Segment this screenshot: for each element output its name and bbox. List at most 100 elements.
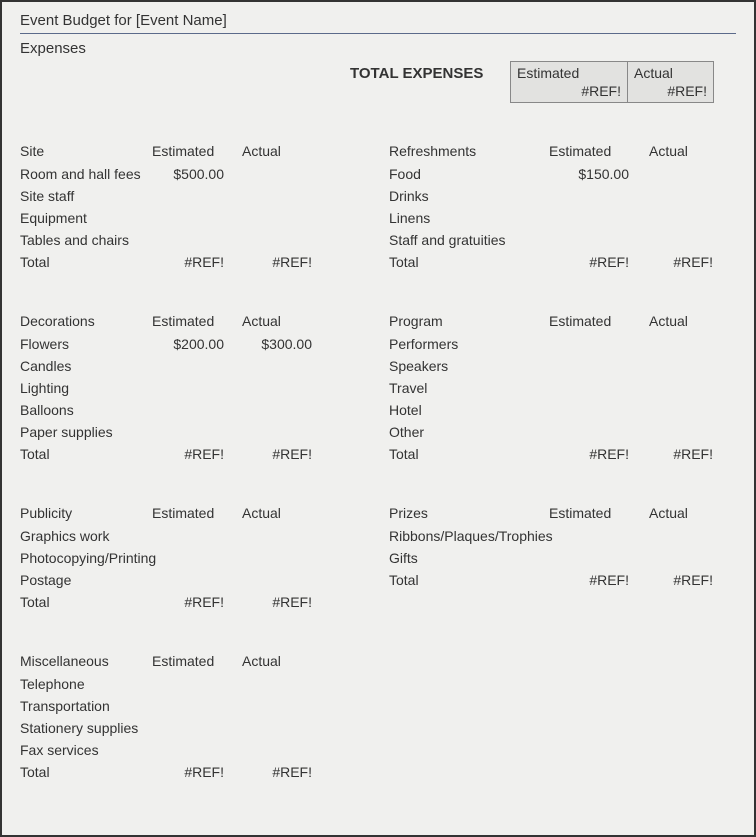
row-label: Staff and gratuities <box>389 232 549 248</box>
section-header: MiscellaneousEstimatedActual <box>20 653 367 669</box>
column-header-estimated: Estimated <box>152 505 242 521</box>
row-estimated: $200.00 <box>152 336 242 352</box>
total-label: Total <box>20 446 152 462</box>
budget-row: Lighting <box>20 377 367 399</box>
column-header-estimated: Estimated <box>549 143 649 159</box>
left-column: SiteEstimatedActualRoom and hall fees$50… <box>20 143 367 823</box>
section-header: RefreshmentsEstimatedActual <box>389 143 736 159</box>
budget-row: Stationery supplies <box>20 717 367 739</box>
total-row: Total#REF!#REF! <box>389 443 736 465</box>
column-header-actual: Actual <box>242 505 322 521</box>
section: SiteEstimatedActualRoom and hall fees$50… <box>20 143 367 273</box>
row-label: Hotel <box>389 402 549 418</box>
total-actual: #REF! <box>242 446 322 462</box>
budget-row: Postage <box>20 569 367 591</box>
section: MiscellaneousEstimatedActual Telephone Tra… <box>20 653 367 783</box>
budget-row: Travel <box>389 377 736 399</box>
total-label: Total <box>20 594 152 610</box>
total-label: Total <box>389 572 549 588</box>
budget-row: Photocopying/Printing <box>20 547 367 569</box>
page-title: Event Budget for [Event Name] <box>20 12 736 34</box>
total-actual: #REF! <box>242 594 322 610</box>
column-header-actual: Actual <box>242 653 322 669</box>
section: ProgramEstimatedActual Performers Speakers… <box>389 313 736 465</box>
row-label: Graphics work <box>20 528 152 544</box>
budget-row: Linens <box>389 207 736 229</box>
total-row: Total#REF!#REF! <box>20 761 367 783</box>
row-estimated: $500.00 <box>152 166 242 182</box>
section: PublicityEstimatedActual Graphics work Pho… <box>20 505 367 613</box>
row-label: Transportation <box>20 698 152 714</box>
budget-row: Room and hall fees$500.00 <box>20 163 367 185</box>
budget-row: Site staff <box>20 185 367 207</box>
section-header: PublicityEstimatedActual <box>20 505 367 521</box>
columns: SiteEstimatedActualRoom and hall fees$50… <box>20 143 736 823</box>
row-label: Gifts <box>389 550 549 566</box>
row-label: Ribbons/Plaques/Trophies <box>389 528 589 544</box>
budget-row: Other <box>389 421 736 443</box>
total-label: Total <box>389 446 549 462</box>
total-actual: #REF! <box>242 764 322 780</box>
row-label: Linens <box>389 210 549 226</box>
row-actual: $300.00 <box>242 336 322 352</box>
total-actual: #REF! <box>649 572 719 588</box>
row-label: Stationery supplies <box>20 720 152 736</box>
total-estimated: #REF! <box>152 764 242 780</box>
row-label: Candles <box>20 358 152 374</box>
row-label: Other <box>389 424 549 440</box>
column-header-estimated: Estimated <box>152 143 242 159</box>
total-actual: #REF! <box>649 446 719 462</box>
budget-row: Fax services <box>20 739 367 761</box>
section: RefreshmentsEstimatedActual Food$150.00 Dr… <box>389 143 736 273</box>
total-actual: #REF! <box>242 254 322 270</box>
total-estimated: #REF! <box>549 254 649 270</box>
budget-row: Transportation <box>20 695 367 717</box>
section-name: Site <box>20 143 152 159</box>
budget-row: Performers <box>389 333 736 355</box>
totals-actual-label: Actual <box>634 65 707 81</box>
totals-actual-box: Actual #REF! <box>628 61 714 103</box>
totals-row: TOTAL EXPENSES Estimated #REF! Actual #R… <box>20 61 736 109</box>
row-label: Site staff <box>20 188 152 204</box>
budget-row: Food$150.00 <box>389 163 736 185</box>
totals-estimated-value: #REF! <box>517 83 621 99</box>
section-name: Refreshments <box>389 143 549 159</box>
total-estimated: #REF! <box>152 254 242 270</box>
column-header-estimated: Estimated <box>549 313 649 329</box>
section-name: Decorations <box>20 313 152 329</box>
total-estimated: #REF! <box>549 446 649 462</box>
budget-row: Flowers$200.00$300.00 <box>20 333 367 355</box>
total-row: Total#REF!#REF! <box>20 591 367 613</box>
total-label: Total <box>20 254 152 270</box>
budget-row: Equipment <box>20 207 367 229</box>
right-column: RefreshmentsEstimatedActual Food$150.00 Dr… <box>389 143 736 823</box>
row-label: Speakers <box>389 358 549 374</box>
total-estimated: #REF! <box>152 594 242 610</box>
row-label: Room and hall fees <box>20 166 152 182</box>
total-row: Total#REF!#REF! <box>20 443 367 465</box>
row-label: Paper supplies <box>20 424 152 440</box>
budget-row: Tables and chairs <box>20 229 367 251</box>
total-expenses-label: TOTAL EXPENSES <box>350 61 510 82</box>
total-estimated: #REF! <box>152 446 242 462</box>
total-label: Total <box>389 254 549 270</box>
budget-row: Graphics work <box>20 525 367 547</box>
row-label: Photocopying/Printing <box>20 550 156 566</box>
page-subtitle: Expenses <box>20 40 736 57</box>
budget-row: Hotel <box>389 399 736 421</box>
row-label: Drinks <box>389 188 549 204</box>
section-header: ProgramEstimatedActual <box>389 313 736 329</box>
totals-actual-value: #REF! <box>634 83 707 99</box>
section-header: PrizesEstimatedActual <box>389 505 736 521</box>
row-label: Equipment <box>20 210 152 226</box>
budget-row: Gifts <box>389 547 736 569</box>
budget-row: Speakers <box>389 355 736 377</box>
totals-boxes: Estimated #REF! Actual #REF! <box>510 61 736 103</box>
budget-row: Staff and gratuities <box>389 229 736 251</box>
total-actual: #REF! <box>649 254 719 270</box>
budget-row: Ribbons/Plaques/Trophies <box>389 525 736 547</box>
row-label: Telephone <box>20 676 152 692</box>
budget-row: Candles <box>20 355 367 377</box>
total-row: Total#REF!#REF! <box>20 251 367 273</box>
row-label: Balloons <box>20 402 152 418</box>
